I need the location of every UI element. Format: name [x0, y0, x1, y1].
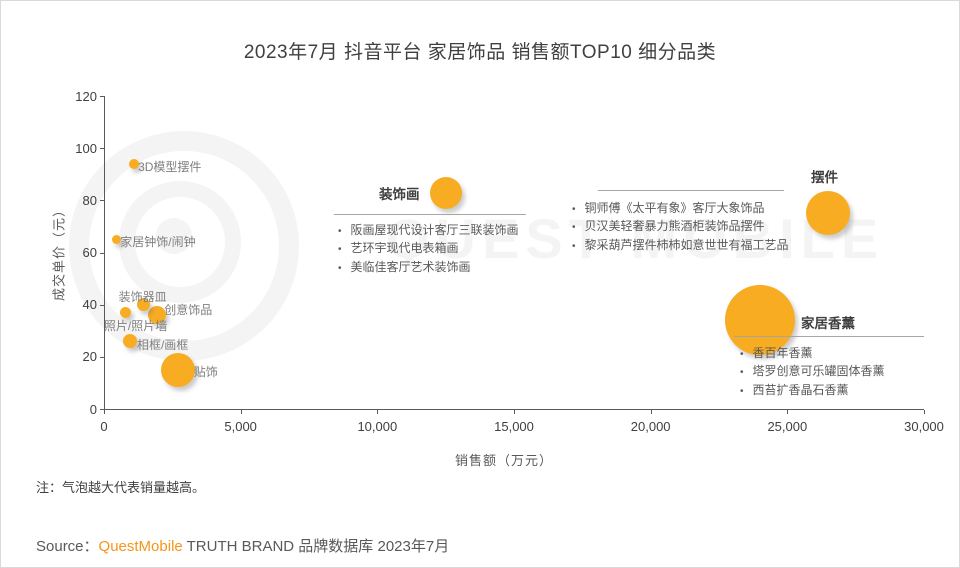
annotation-list: 铜师傅《太平有象》客厅大象饰品贝汉美轻奢暴力熊酒柜装饰品摆件黎采葫芦摆件柿柿如意… [572, 200, 789, 255]
y-tick-label: 60 [82, 245, 97, 260]
x-tick-label: 25,000 [767, 419, 808, 434]
x-tick-mark [514, 410, 515, 414]
y-tick-label: 0 [89, 401, 97, 417]
bubble-label: 创意饰品 [164, 303, 213, 318]
y-axis-line [104, 96, 105, 409]
annotation-item: 塔罗创意可乐罐固体香薰 [740, 363, 885, 381]
annotation-item: 西苔扩香晶石香薰 [740, 382, 885, 400]
annotation-item: 阪画屋现代设计客厅三联装饰画 [338, 222, 519, 240]
annotation-item: 香百年香薰 [740, 345, 885, 363]
bubble [111, 234, 121, 244]
x-tick-label: 30,000 [904, 419, 944, 434]
annotation-item: 铜师傅《太平有象》客厅大象饰品 [572, 200, 789, 218]
y-tick-mark [100, 252, 104, 254]
annotation-divider [734, 336, 924, 337]
bubble-label: 家居钟饰/闹钟 [120, 235, 196, 250]
y-tick-mark [100, 304, 104, 306]
source-suffix: TRUTH BRAND 品牌数据库 2023年7月 [182, 538, 450, 555]
annotation-title: 摆件 [811, 170, 838, 185]
y-tick-label: 120 [75, 88, 97, 104]
bubble [725, 285, 795, 356]
y-tick-label: 100 [75, 140, 97, 156]
bubble [429, 176, 462, 209]
bubble-label: 装饰器皿 [118, 289, 167, 304]
bubble [129, 158, 140, 169]
footnote: 注：气泡越大代表销量越高。 [36, 480, 206, 495]
x-tick-mark [104, 410, 105, 414]
chart-title: 2023年7月 抖音平台 家居饰品 销售额TOP10 细分品类 [243, 42, 717, 63]
x-tick-mark [924, 410, 925, 414]
annotation-title: 家居香薰 [801, 316, 855, 331]
annotation-item: 艺环宇现代电表箱画 [338, 240, 519, 258]
y-tick-label: 20 [82, 349, 97, 365]
bubble [137, 298, 151, 312]
y-tick-label: 80 [82, 192, 97, 208]
annotation-list: 香百年香薰塔罗创意可乐罐固体香薰西苔扩香晶石香薰 [740, 345, 885, 400]
bubble-label: 贴饰 [193, 364, 218, 379]
annotation-divider [334, 214, 526, 215]
bubble-label: 相框/画框 [136, 338, 189, 353]
y-tick-mark [100, 200, 104, 202]
x-tick-mark [377, 410, 379, 414]
bubble-label: 3D模型摆件 [138, 159, 202, 174]
annotation-title: 装饰画 [379, 187, 420, 202]
annotation-divider [598, 190, 784, 191]
y-tick-mark [100, 96, 104, 97]
x-axis-title: 销售额（万元） [454, 453, 554, 468]
source-line: Source：QuestMobile TRUTH BRAND 品牌数据库 202… [36, 535, 449, 556]
y-tick-mark [100, 409, 104, 410]
x-tick-mark [650, 410, 652, 414]
bubble [148, 306, 167, 325]
annotation-list: 阪画屋现代设计客厅三联装饰画艺环宇现代电表箱画美临佳客厅艺术装饰画 [338, 222, 519, 277]
bubble [122, 334, 137, 349]
x-tick-label: 5,000 [224, 419, 257, 434]
bubble [120, 306, 132, 318]
annotation-item: 贝汉美轻奢暴力熊酒柜装饰品摆件 [572, 218, 789, 236]
x-tick-label: 10,000 [357, 419, 398, 434]
x-tick-label: 0 [100, 419, 108, 434]
bubble [160, 352, 195, 387]
x-axis-line [104, 409, 924, 410]
bubble [806, 191, 851, 236]
y-tick-mark [100, 148, 104, 150]
annotation-item: 黎采葫芦摆件柿柿如意世世有福工艺品 [572, 237, 789, 255]
y-tick-mark [100, 356, 104, 358]
annotation-item: 美临佳客厅艺术装饰画 [338, 259, 519, 277]
y-tick-label: 40 [82, 297, 97, 313]
x-tick-mark [240, 410, 242, 414]
source-brand: QuestMobile [98, 538, 183, 555]
bubble-label: 照片/照片墙 [103, 319, 168, 334]
source-prefix: Source： [36, 538, 99, 555]
x-tick-label: 15,000 [494, 419, 534, 434]
x-tick-mark [787, 410, 789, 414]
x-tick-label: 20,000 [630, 419, 671, 434]
